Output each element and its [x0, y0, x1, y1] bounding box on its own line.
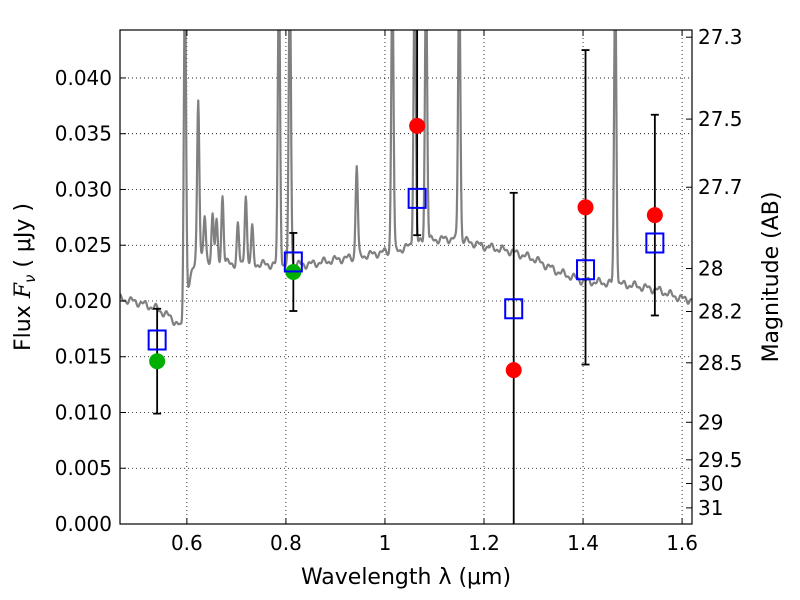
- y-tick-label: 0.035: [55, 122, 112, 146]
- y2-tick-label: 27.5: [698, 107, 743, 131]
- y2-tick-label: 28: [698, 257, 723, 281]
- data-point: [646, 207, 663, 224]
- y2-tick-label: 31: [698, 496, 723, 520]
- y2-tick-label: 28.5: [698, 351, 743, 375]
- y-axis-label-symbol: F: [11, 282, 36, 299]
- model-square: [576, 259, 596, 281]
- y2-tick-label: 27.3: [698, 25, 743, 49]
- y2-tick-label: 28.2: [698, 300, 743, 324]
- model-square: [504, 298, 524, 320]
- x-axis-label: Wavelength λ (μm): [301, 565, 511, 590]
- y-tick-label: 0.000: [55, 512, 112, 536]
- data-point: [577, 199, 594, 216]
- y-axis-label: Flux Fν ( μJy ): [11, 203, 39, 351]
- axis-ticks: 0.6 0.8 1 1.2 1.4 1.6 0.000 0.005 0.010 0.015 0.02…: [55, 25, 743, 555]
- y2-tick-label: 29.5: [698, 448, 743, 472]
- y-tick-label: 0.025: [55, 233, 112, 257]
- x-tick-label: 1.4: [567, 531, 599, 555]
- y-tick-label: 0.010: [55, 400, 112, 424]
- y-tick-label: 0.020: [55, 289, 112, 313]
- data-points: [147, 117, 665, 379]
- x-tick-label: 1.2: [468, 531, 500, 555]
- data-point: [149, 353, 166, 370]
- error-bars: [153, 30, 659, 524]
- data-point: [409, 117, 426, 134]
- model-square: [407, 187, 427, 209]
- y2-tick-label: 29: [698, 410, 723, 434]
- model-square: [147, 329, 167, 351]
- grid: [120, 30, 692, 524]
- model-square: [645, 232, 665, 254]
- plot-frame: [119, 29, 693, 525]
- y2-tick-label: 27.7: [698, 175, 743, 199]
- model-square: [283, 251, 303, 273]
- data-point: [505, 362, 522, 379]
- x-tick-label: 0.6: [171, 531, 203, 555]
- y-tick-label: 0.040: [55, 66, 112, 90]
- x-tick-label: 0.8: [270, 531, 302, 555]
- y-tick-label: 0.005: [55, 456, 112, 480]
- y-tick-label: 0.030: [55, 177, 112, 201]
- model-spectrum-line: [120, 30, 692, 327]
- y-axis-label-suffix: ( μJy ): [11, 203, 36, 275]
- y-axis-label-prefix: Flux: [11, 298, 36, 351]
- model-spectrum: [120, 30, 692, 327]
- y2-tick-label: 30: [698, 472, 723, 496]
- y-tick-label: 0.015: [55, 345, 112, 369]
- x-tick-label: 1: [379, 531, 392, 555]
- x-tick-label: 1.6: [666, 531, 698, 555]
- y2-axis-label: Magnitude (AB): [759, 192, 784, 363]
- y-axis-label-subscript: ν: [21, 275, 39, 283]
